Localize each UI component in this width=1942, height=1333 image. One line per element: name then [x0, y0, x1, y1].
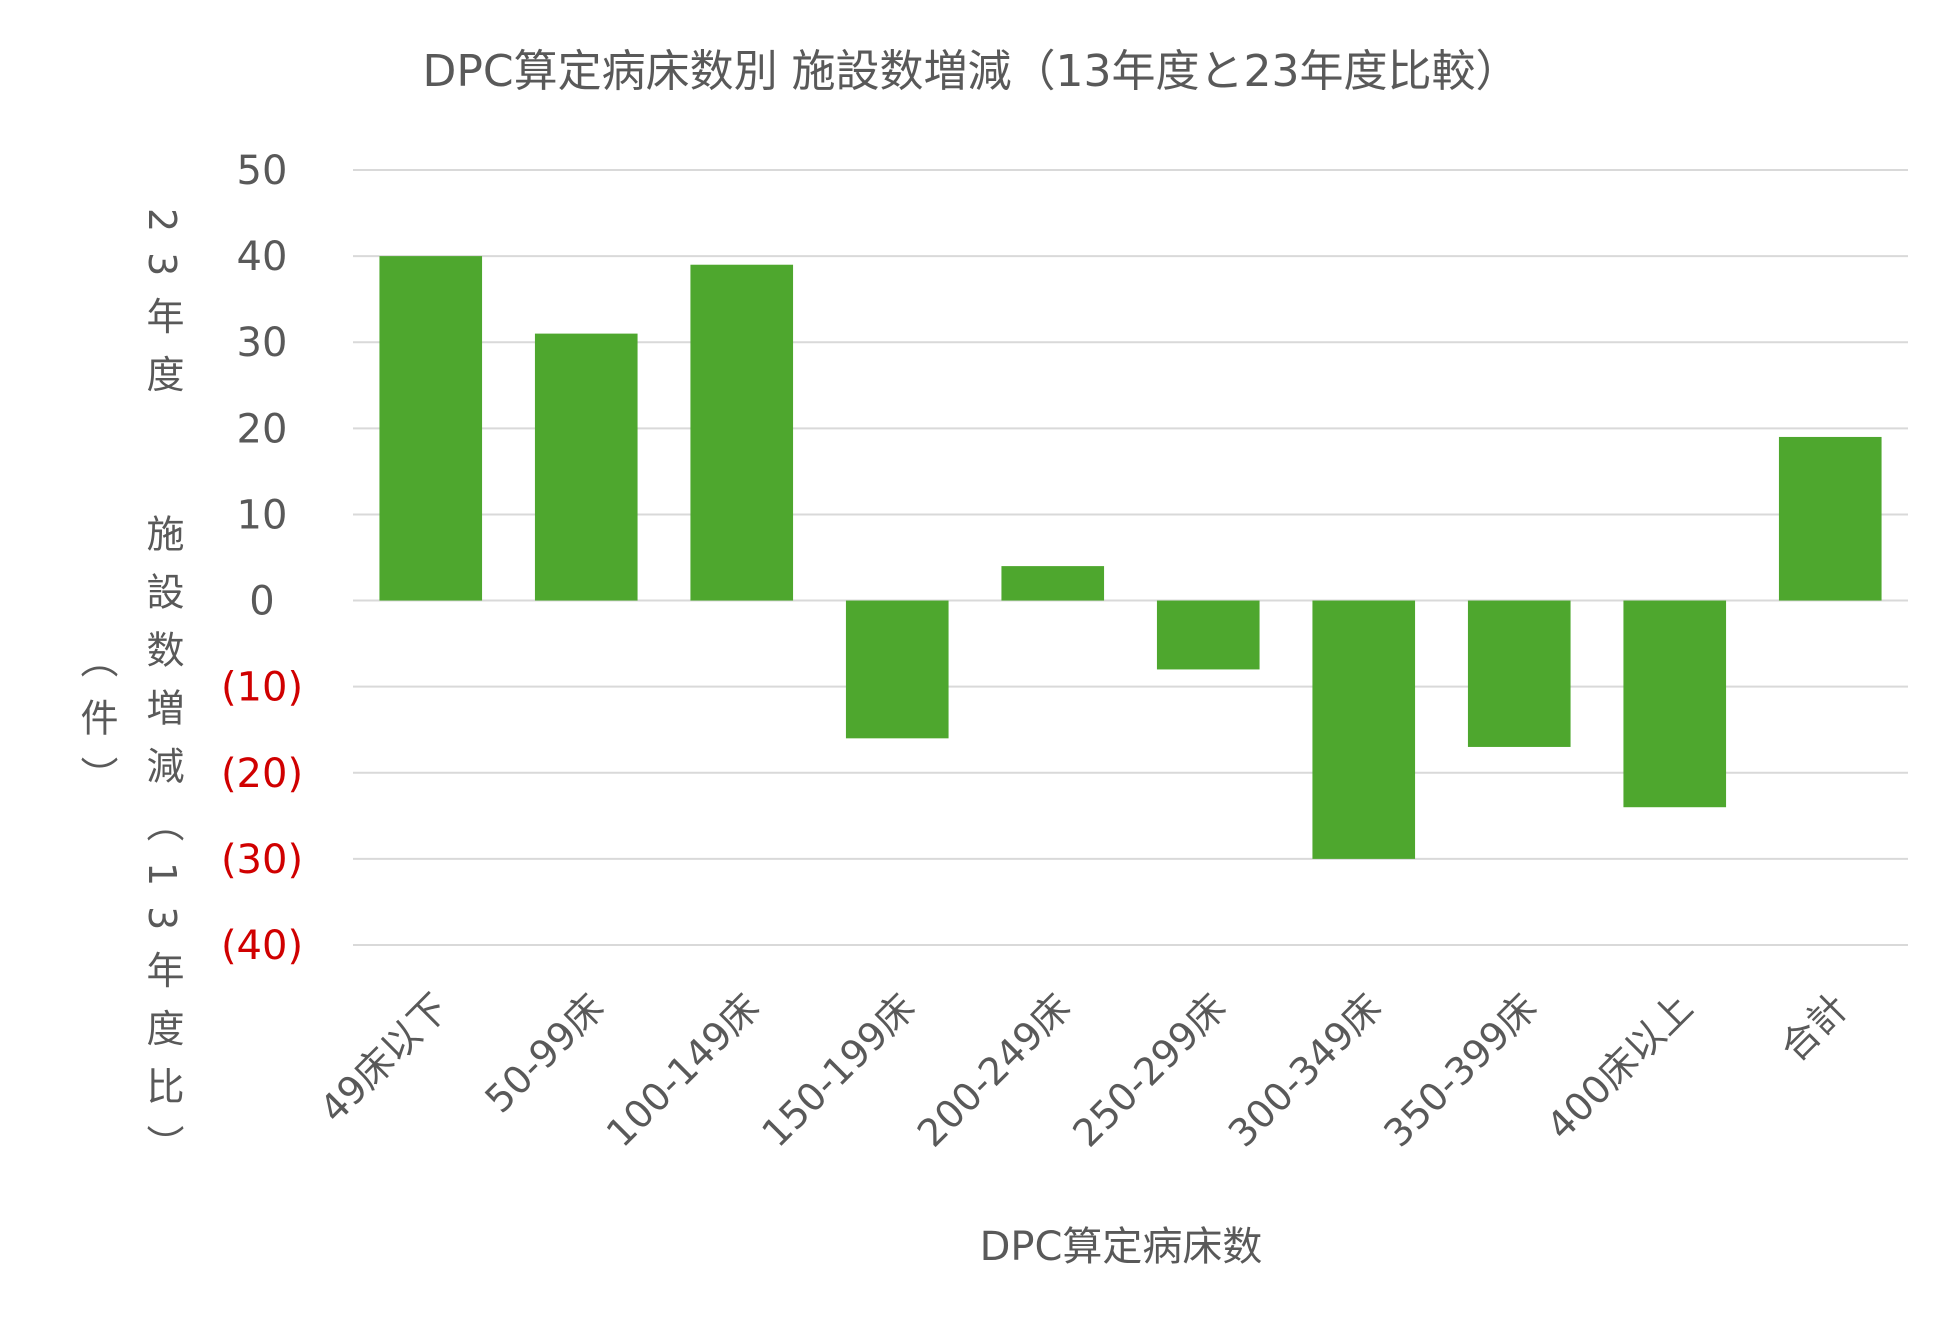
bar — [1312, 600, 1416, 859]
y-tick-label: 10 — [237, 492, 288, 538]
y-tick-label: 20 — [237, 406, 288, 452]
y-tick-label: 40 — [237, 234, 288, 280]
bars — [379, 256, 1882, 859]
x-tick-label: 49床以下 — [311, 985, 457, 1131]
x-tick-label: 400床以上 — [1538, 985, 1701, 1148]
y-tick-label: (10) — [221, 665, 303, 711]
x-tick-labels: 49床以下 50-99床100-149床150-199床200-249床250-2… — [311, 985, 1856, 1155]
y-axis-label-line-3: （件） — [74, 640, 118, 814]
x-tick-label: 50-99床 — [477, 985, 613, 1121]
x-tick-label: 100-149床 — [598, 985, 768, 1155]
bar — [1623, 600, 1727, 808]
x-tick-label: 150-199床 — [753, 985, 923, 1155]
bar — [379, 256, 483, 601]
x-tick-label: 200-249床 — [909, 985, 1079, 1155]
y-tick-label: 0 — [249, 579, 274, 625]
y-tick-label: (40) — [221, 923, 303, 969]
y-axis-label-line-1: 23年度 — [140, 208, 184, 412]
x-tick-label: 350-399床 — [1375, 985, 1545, 1155]
y-tick-label: (30) — [221, 837, 303, 883]
x-tick-label: 合計 — [1772, 985, 1857, 1070]
x-tick-label: 250-299床 — [1064, 985, 1234, 1155]
y-tick-label: (20) — [221, 751, 303, 797]
bar — [1001, 566, 1105, 601]
bar — [1778, 436, 1882, 601]
x-tick-label: 300-349床 — [1220, 985, 1390, 1155]
y-tick-labels: 50 40 30 20 10 0 (10) (20) (30) (40) — [221, 148, 303, 969]
y-axis-label-line-2: 施設数増減（13年度比） — [140, 514, 184, 1182]
bar — [1156, 600, 1260, 670]
y-tick-label: 50 — [237, 148, 288, 194]
y-axis-label: 23年度 施設数増減（13年度比） （件） — [74, 208, 184, 1182]
bar — [1467, 600, 1571, 747]
bar — [534, 333, 638, 601]
bar — [845, 600, 949, 739]
y-tick-label: 30 — [237, 320, 288, 366]
chart-title: DPC算定病床数別 施設数増減（13年度と23年度比較） — [422, 46, 1519, 97]
x-axis-label: DPC算定病床数 — [980, 1224, 1263, 1270]
bar — [690, 264, 794, 601]
